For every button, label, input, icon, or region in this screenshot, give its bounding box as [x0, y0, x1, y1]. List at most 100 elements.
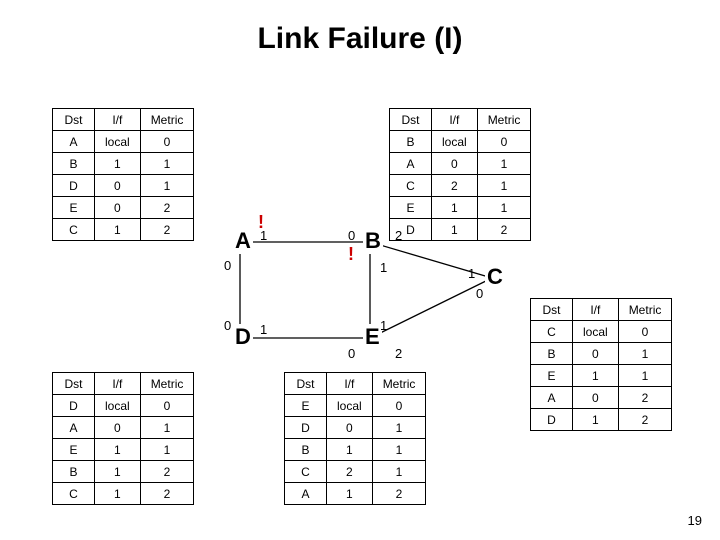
table-header: I/f — [573, 299, 619, 321]
table-cell: 0 — [95, 197, 141, 219]
table-row: A02 — [531, 387, 672, 409]
interface-label: 1 — [380, 260, 387, 275]
table-cell: 1 — [573, 365, 619, 387]
table-cell: 2 — [140, 483, 194, 505]
table-row: D01 — [53, 175, 194, 197]
node-C: C — [485, 264, 505, 290]
table-cell: local — [95, 131, 141, 153]
table-row: B11 — [285, 439, 426, 461]
table-cell: 1 — [140, 439, 194, 461]
table-cell: 0 — [432, 153, 478, 175]
routing-table-B: DstI/fMetricBlocal0A01C21E11D12 — [389, 108, 531, 241]
table-row: C21 — [390, 175, 531, 197]
table-row: C12 — [53, 219, 194, 241]
table-cell: 0 — [140, 395, 194, 417]
table-row: Dlocal0 — [53, 395, 194, 417]
interface-label: 1 — [380, 318, 387, 333]
table-row: E11 — [531, 365, 672, 387]
node-B: B — [363, 228, 383, 254]
interface-label: 0 — [224, 258, 231, 273]
table-cell: 0 — [477, 131, 531, 153]
table-cell: 1 — [618, 365, 672, 387]
table-header: Dst — [390, 109, 432, 131]
interface-label: 0 — [348, 228, 355, 243]
table-cell: 1 — [372, 461, 426, 483]
table-cell: 1 — [95, 439, 141, 461]
table-row: Clocal0 — [531, 321, 672, 343]
table-header: Metric — [477, 109, 531, 131]
table-cell: E — [53, 439, 95, 461]
table-cell: 0 — [573, 387, 619, 409]
table-cell: 1 — [140, 417, 194, 439]
table-cell: 0 — [573, 343, 619, 365]
node-D: D — [233, 324, 253, 350]
table-cell: B — [390, 131, 432, 153]
failure-icon: ! — [258, 212, 264, 233]
table-cell: C — [390, 175, 432, 197]
table-cell: B — [531, 343, 573, 365]
table-header: Dst — [53, 109, 95, 131]
table-cell: E — [53, 197, 95, 219]
table-cell: 2 — [140, 219, 194, 241]
table-cell: C — [53, 219, 95, 241]
table-cell: A — [53, 131, 95, 153]
table-row: A01 — [390, 153, 531, 175]
table-row: C21 — [285, 461, 426, 483]
table-cell: 0 — [327, 417, 373, 439]
table-header: Dst — [53, 373, 95, 395]
table-cell: 1 — [327, 439, 373, 461]
table-cell: 2 — [372, 483, 426, 505]
node-A: A — [233, 228, 253, 254]
table-row: E11 — [53, 439, 194, 461]
table-cell: D — [285, 417, 327, 439]
table-cell: 2 — [327, 461, 373, 483]
interface-label: 1 — [260, 322, 267, 337]
table-header: Metric — [618, 299, 672, 321]
table-cell: local — [95, 395, 141, 417]
table-cell: A — [53, 417, 95, 439]
table-cell: 1 — [95, 461, 141, 483]
table-header: I/f — [95, 109, 141, 131]
routing-table-C: DstI/fMetricClocal0B01E11A02D12 — [530, 298, 672, 431]
table-header: I/f — [432, 109, 478, 131]
table-header: I/f — [95, 373, 141, 395]
table-cell: E — [390, 197, 432, 219]
table-row: E11 — [390, 197, 531, 219]
table-cell: 2 — [140, 197, 194, 219]
table-cell: C — [53, 483, 95, 505]
table-row: B12 — [53, 461, 194, 483]
interface-label: 0 — [224, 318, 231, 333]
table-row: C12 — [53, 483, 194, 505]
table-header: Dst — [531, 299, 573, 321]
table-header: Dst — [285, 373, 327, 395]
table-row: E02 — [53, 197, 194, 219]
table-cell: 2 — [618, 409, 672, 431]
table-cell: B — [53, 461, 95, 483]
table-cell: A — [531, 387, 573, 409]
routing-table-E: DstI/fMetricElocal0D01B11C21A12 — [284, 372, 426, 505]
table-header: I/f — [327, 373, 373, 395]
table-cell: C — [285, 461, 327, 483]
table-row: Alocal0 — [53, 131, 194, 153]
table-cell: local — [573, 321, 619, 343]
table-cell: 1 — [372, 417, 426, 439]
table-cell: 2 — [140, 461, 194, 483]
table-cell: local — [432, 131, 478, 153]
table-cell: 0 — [95, 175, 141, 197]
table-cell: 2 — [432, 175, 478, 197]
table-header: Metric — [140, 109, 194, 131]
table-row: B01 — [531, 343, 672, 365]
table-cell: 0 — [618, 321, 672, 343]
table-cell: 1 — [95, 153, 141, 175]
table-row: A12 — [285, 483, 426, 505]
table-header: Metric — [140, 373, 194, 395]
table-cell: E — [285, 395, 327, 417]
table-cell: C — [531, 321, 573, 343]
interface-label: 2 — [395, 228, 402, 243]
table-cell: 0 — [372, 395, 426, 417]
table-cell: 1 — [372, 439, 426, 461]
table-cell: 1 — [95, 219, 141, 241]
table-cell: 1 — [618, 343, 672, 365]
interface-label: 0 — [476, 286, 483, 301]
table-cell: B — [53, 153, 95, 175]
